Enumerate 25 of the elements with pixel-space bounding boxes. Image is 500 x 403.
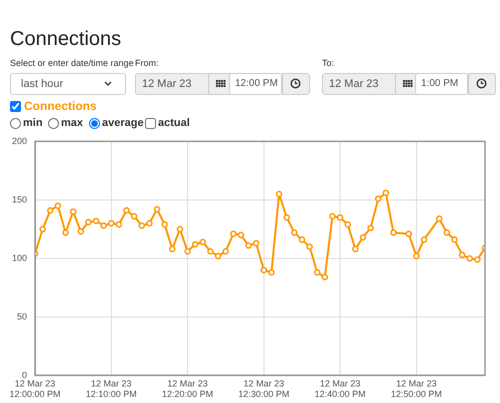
text: max: [60, 117, 84, 129]
x-tick-label: 12 Mar 23 12:30:00 PM: [238, 378, 290, 400]
text: 12:00 PM: [229, 73, 282, 95]
text: 1:00 PM: [415, 73, 468, 95]
y-tick-label: 0: [22, 370, 28, 380]
text: 12 Mar 23: [322, 73, 396, 95]
x-tick-label: 12 Mar 23 12:50:00 PM: [390, 378, 442, 400]
x-tick-label: 12 Mar 23 12:00:00 PM: [9, 378, 61, 400]
text: 12 Mar 23: [135, 73, 209, 95]
x-tick-label: 12 Mar 23 12:20:00 PM: [162, 378, 214, 400]
y-tick-label: 100: [12, 252, 28, 263]
y-tick-label: 150: [12, 194, 28, 204]
text: Connections: [23, 99, 97, 113]
chart-title: Connections: [10, 28, 122, 50]
text: actual: [157, 117, 190, 129]
text: last hour: [10, 73, 126, 95]
text: min: [22, 117, 43, 129]
y-tick-label: 200: [12, 136, 28, 146]
x-tick-label: 12 Mar 23 12:40:00 PM: [314, 378, 366, 400]
text: Select or enter date/time range: [10, 58, 134, 68]
text: To:: [322, 58, 334, 68]
text: average: [101, 117, 144, 129]
y-tick-label: 50: [17, 311, 28, 322]
text: From:: [135, 58, 158, 68]
x-tick-label: 12 Mar 23 12:10:00 PM: [86, 378, 137, 400]
